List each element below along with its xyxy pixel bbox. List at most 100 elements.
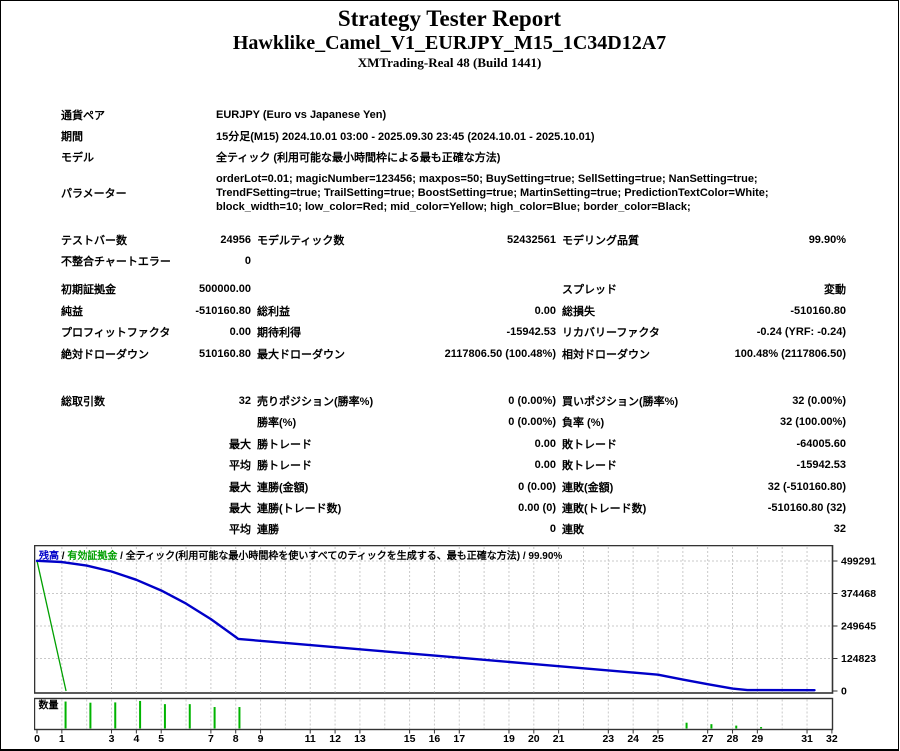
- volume-bar: [188, 704, 191, 729]
- stat-value: 32 (-510160.80): [767, 480, 846, 493]
- stat-cell: 総利益 0.00: [251, 303, 556, 319]
- stat-cell: モデルティック数 52432561: [251, 232, 556, 248]
- stat-label: モデリング品質: [562, 234, 639, 247]
- balance-chart: 残高 / 有効証拠金 / 全ティック(利用可能な最小時間枠を使いすべてのティック…: [34, 545, 884, 751]
- report-server-info: XMTrading-Real 48 (Build 1441): [357, 55, 542, 70]
- report-title: Strategy Tester Report: [337, 6, 562, 31]
- info-label: 期間: [61, 130, 83, 143]
- volume-bar: [735, 725, 738, 729]
- stat-value: -510160.80 (32): [767, 501, 846, 514]
- volume-bar: [213, 707, 216, 729]
- stat-label: 連敗: [562, 524, 584, 537]
- stat-value: -510160.80: [195, 304, 251, 317]
- stat-cell: 総取引数 32: [61, 393, 251, 409]
- stat-label: 買いポジション(勝率%): [562, 396, 679, 409]
- stat-cell: モデリング品質 99.90%: [556, 232, 846, 248]
- stat-row: 平均 連勝 0 連敗 32: [61, 519, 846, 540]
- x-axis-label: 29: [752, 733, 764, 745]
- y-axis-label: 249645: [841, 621, 876, 633]
- stat-label: 総利益: [257, 305, 290, 318]
- legend-separator: /: [117, 551, 126, 562]
- stat-value: 最大: [229, 438, 251, 451]
- x-axis-label: 27: [702, 733, 714, 745]
- stat-cell: リカバリーファクタ -0.24 (YRF: -0.24): [556, 324, 846, 340]
- stat-value: 0: [549, 523, 556, 536]
- x-axis-label: 0: [34, 733, 40, 745]
- x-axis-label: 28: [727, 733, 739, 745]
- stat-value: -64005.60: [796, 437, 846, 450]
- stat-row: 最大 勝トレード 0.00 敗トレード -64005.60: [61, 433, 846, 454]
- x-axis-label: 12: [329, 733, 341, 745]
- stat-label: 勝率(%): [257, 417, 297, 430]
- stat-value: 0.00 (0): [518, 501, 556, 514]
- info-value: 15分足(M15) 2024.10.01 03:00 - 2025.09.30 …: [216, 130, 595, 143]
- x-axis-label: 16: [429, 733, 441, 745]
- stat-label: 純益: [61, 305, 83, 318]
- stat-value: -15942.53: [506, 326, 556, 339]
- stat-cell: 勝トレード 0.00: [251, 436, 556, 452]
- stat-cell: 売りポジション(勝率%) 0 (0.00%): [251, 393, 556, 409]
- x-axis-label: 24: [627, 733, 639, 745]
- stat-cell: 期待利得 -15942.53: [251, 324, 556, 340]
- volume-bar: [685, 722, 688, 729]
- stat-value: 24956: [220, 233, 251, 246]
- stat-cell: 相対ドローダウン 100.48% (2117806.50): [556, 346, 846, 362]
- legend-model-label: 全ティック(利用可能な最小時間枠を使いすべてのティックを生成する、最も正確な方法…: [125, 551, 521, 562]
- info-label: パラメーター: [61, 188, 127, 200]
- info-row: パラメーター orderLot=0.01; magicNumber=123456;…: [61, 170, 846, 216]
- stat-label: 絶対ドローダウン: [61, 348, 149, 361]
- stat-label: 不整合チャートエラー: [61, 256, 171, 269]
- x-axis-label: 8: [233, 733, 239, 745]
- stat-row: 最大 連勝(金額) 0 (0.00) 連敗(金額) 32 (-510160.80): [61, 476, 846, 497]
- info-row: 期間 15分足(M15) 2024.10.01 03:00 - 2025.09.3…: [61, 125, 846, 146]
- stat-label: モデルティック数: [257, 234, 345, 247]
- stat-label: スプレッド: [562, 284, 617, 297]
- x-axis-label: 7: [208, 733, 214, 745]
- x-axis-label: 15: [404, 733, 416, 745]
- x-axis-label: 17: [453, 733, 465, 745]
- info-label: モデル: [61, 151, 94, 164]
- x-axis-label: 9: [258, 733, 264, 745]
- stat-value: 52432561: [507, 233, 556, 246]
- stat-value: 32 (100.00%): [779, 416, 846, 429]
- balance-line: [35, 559, 816, 692]
- stat-row: 総取引数 32 売りポジション(勝率%) 0 (0.00%) 買いポジション(勝率%) 3…: [61, 390, 846, 411]
- stat-label: プロフィットファクタ: [61, 327, 171, 340]
- stat-cell: 敗トレード -64005.60: [556, 436, 846, 452]
- stat-value: 0.00: [534, 459, 556, 472]
- x-axis-label: 11: [305, 733, 316, 745]
- volume-bar: [163, 704, 166, 729]
- stat-cell: 平均: [61, 457, 251, 473]
- results-table: テストバー数 24956 モデルティック数 52432561 モデリング品質 99.90%…: [61, 229, 846, 540]
- x-axis-label: 25: [652, 733, 664, 745]
- volume-panel-frame: [34, 697, 834, 731]
- stat-value: 0 (0.00%): [508, 395, 556, 408]
- x-axis-label: 21: [553, 733, 565, 745]
- stat-value: 0.00: [534, 304, 556, 317]
- stat-cell: 連敗(金額) 32 (-510160.80): [556, 479, 846, 495]
- stat-cell: 敗トレード -15942.53: [556, 457, 846, 473]
- stat-cell: 最大: [61, 436, 251, 452]
- y-axis-label: 0: [841, 686, 847, 698]
- volume-bar: [64, 701, 67, 729]
- stat-value: -15942.53: [796, 459, 846, 472]
- stat-label: 勝トレード: [257, 438, 312, 451]
- stat-value: 平均: [229, 524, 251, 537]
- stat-value: -510160.80: [790, 304, 846, 317]
- stat-cell: 連敗(トレード数) -510160.80 (32): [556, 500, 846, 516]
- stat-row: テストバー数 24956 モデルティック数 52432561 モデリング品質 99.90%: [61, 229, 846, 250]
- stat-value: 2117806.50 (100.48%): [444, 347, 556, 360]
- report-header: Strategy Tester Report Hawklike_Camel_V1…: [1, 1, 898, 70]
- stat-cell: 総損失 -510160.80: [556, 303, 846, 319]
- stat-cell: 連勝 0: [251, 521, 556, 537]
- report-subtitle: Hawklike_Camel_V1_EURJPY_M15_1C34D12A7: [232, 32, 667, 54]
- stat-value: 0 (0.00): [518, 480, 556, 493]
- stat-value: 32: [833, 523, 846, 536]
- volume-bar: [710, 724, 713, 729]
- stat-row: 最大 連勝(トレード数) 0.00 (0) 連敗(トレード数) -510160.80 (…: [61, 497, 846, 518]
- stat-value: 変動: [824, 284, 846, 297]
- stat-label: 敗トレード: [562, 460, 617, 473]
- stat-label: 連勝(トレード数): [257, 502, 342, 515]
- stat-cell: 勝率(%) 0 (0.00%): [251, 414, 556, 430]
